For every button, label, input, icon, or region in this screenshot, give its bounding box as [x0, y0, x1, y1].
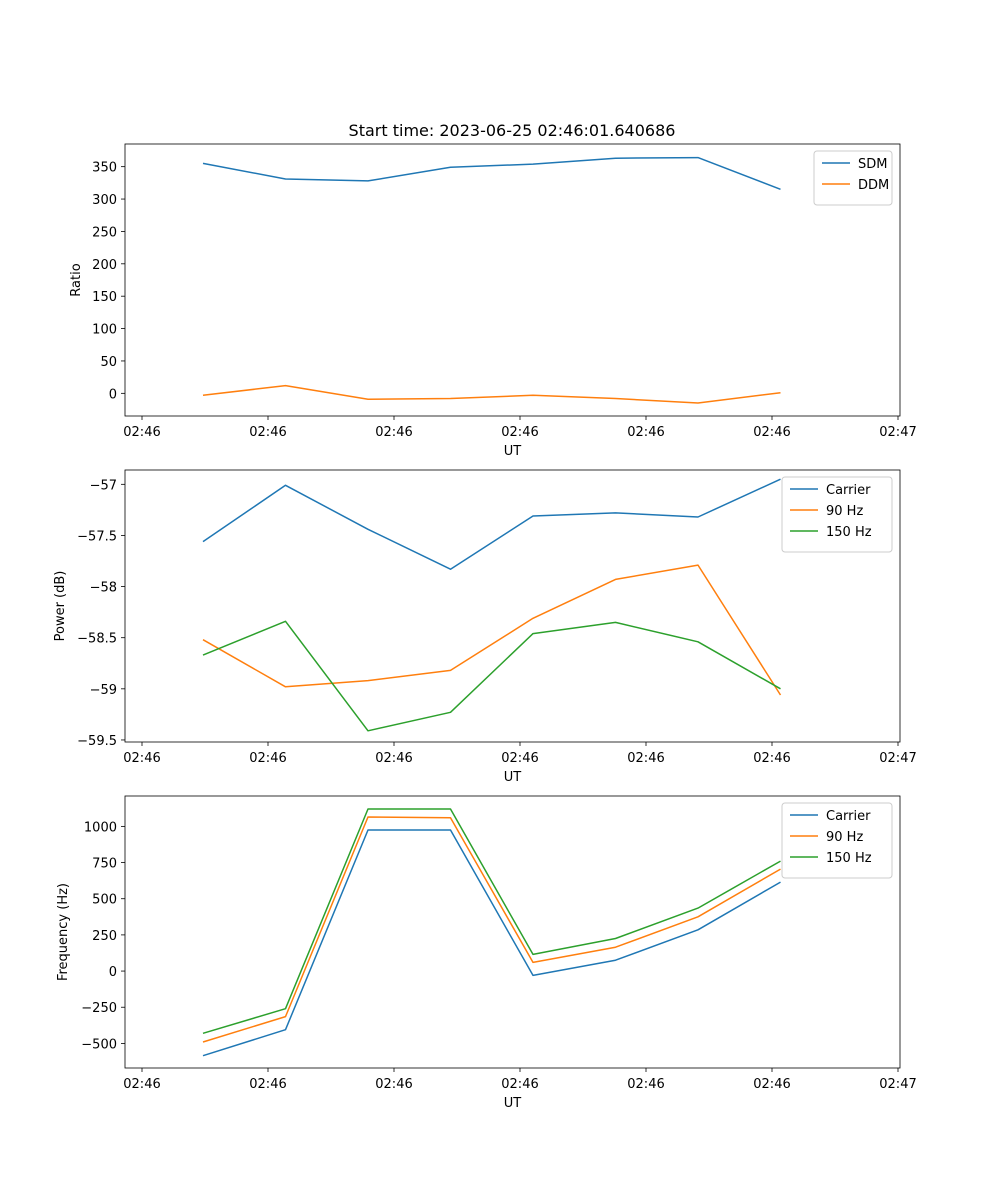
series-line-90-hz [202, 564, 782, 696]
y-tick-label: −57 [90, 478, 117, 493]
panel-1: 02:46 02:46 02:46 02:46 02:46 02:46 02:47 0 50 10… [69, 143, 917, 459]
x-tick-label: 02:46 [501, 751, 538, 766]
panels: 02:46 02:46 02:46 02:46 02:46 02:46 02:47 0 50 10… [53, 143, 917, 1111]
x-tick-label: 02:47 [879, 1077, 916, 1092]
x-tick-label: 02:47 [879, 425, 916, 440]
series-line-150-hz [202, 620, 781, 732]
x-tick-label: 02:46 [375, 751, 412, 766]
y-tick-label: 350 [92, 161, 117, 176]
series-line-carrier [202, 829, 781, 1057]
y-tick-label: 500 [92, 893, 117, 908]
legend-label: 150 Hz [826, 851, 872, 866]
x-tick-label: 02:46 [375, 1077, 412, 1092]
series-line-sdm [202, 156, 781, 191]
x-tick-label: 02:46 [249, 751, 286, 766]
legend-label: Carrier [826, 809, 871, 824]
legend: Carrier 90 Hz 150 Hz [781, 802, 893, 879]
x-tick-label: 02:46 [627, 751, 664, 766]
y-axis-label: Power (dB) [53, 571, 68, 642]
y-tick-label: −500 [81, 1037, 117, 1052]
y-tick-label: 250 [92, 929, 117, 944]
y-tick-label: 1000 [84, 820, 117, 835]
legend-box [781, 802, 893, 879]
x-tick-label: 02:46 [249, 425, 286, 440]
x-tick-label: 02:46 [753, 751, 790, 766]
y-axis-label: Frequency (Hz) [56, 883, 71, 981]
x-tick-label: 02:46 [627, 425, 664, 440]
y-axis-label: Ratio [69, 263, 84, 296]
x-axis-label: UT [504, 770, 522, 785]
x-tick-label: 02:46 [375, 425, 412, 440]
series-line-carrier [202, 478, 781, 570]
y-tick-label: 150 [92, 290, 117, 305]
x-tick-label: 02:46 [753, 425, 790, 440]
legend-label: 90 Hz [826, 830, 863, 845]
x-tick-label: 02:46 [501, 1077, 538, 1092]
legend: Carrier 90 Hz 150 Hz [781, 476, 893, 553]
x-axis-label: UT [504, 444, 522, 459]
series-line-150-hz [202, 808, 781, 1035]
y-tick-label: 750 [92, 857, 117, 872]
legend-label: Carrier [826, 483, 871, 498]
figure-title: Start time: 2023-06-25 02:46:01.640686 [349, 121, 676, 140]
x-tick-label: 02:46 [249, 1077, 286, 1092]
x-tick-label: 02:47 [879, 751, 916, 766]
panel-2: 02:46 02:46 02:46 02:46 02:46 02:46 02:47 −57 −5… [53, 469, 917, 785]
y-tick-label: −57.5 [77, 529, 117, 544]
legend-label: 90 Hz [826, 504, 863, 519]
y-tick-label: −59 [90, 683, 117, 698]
y-tick-label: 100 [92, 323, 117, 338]
legend: SDM DDM [813, 150, 893, 206]
y-tick-label: 200 [92, 258, 117, 273]
x-axis-label: UT [504, 1096, 522, 1111]
series-line-90-hz [202, 816, 781, 1043]
axes-frame [124, 469, 901, 743]
y-tick-label: 300 [92, 193, 117, 208]
y-tick-label: −59.5 [77, 734, 117, 749]
legend-box [781, 476, 893, 553]
y-tick-label: −58.5 [77, 632, 117, 647]
axes-frame [124, 795, 901, 1069]
y-tick-label: 0 [109, 965, 117, 980]
panel-3: 02:46 02:46 02:46 02:46 02:46 02:46 02:47 −500 −… [56, 795, 917, 1111]
series-line-ddm [202, 384, 781, 404]
x-tick-label: 02:46 [123, 425, 160, 440]
y-tick-label: −250 [81, 1001, 117, 1016]
y-tick-label: −58 [90, 581, 117, 596]
y-tick-label: 50 [100, 355, 117, 370]
legend-label: SDM [858, 157, 887, 172]
axes-frame [124, 143, 901, 417]
legend-label: 150 Hz [826, 525, 872, 540]
x-tick-label: 02:46 [501, 425, 538, 440]
x-tick-label: 02:46 [753, 1077, 790, 1092]
legend-box [813, 150, 893, 206]
y-tick-label: 0 [109, 387, 117, 402]
x-tick-label: 02:46 [123, 1077, 160, 1092]
y-tick-label: 250 [92, 225, 117, 240]
legend-label: DDM [858, 178, 889, 193]
x-tick-label: 02:46 [627, 1077, 664, 1092]
x-tick-label: 02:46 [123, 751, 160, 766]
